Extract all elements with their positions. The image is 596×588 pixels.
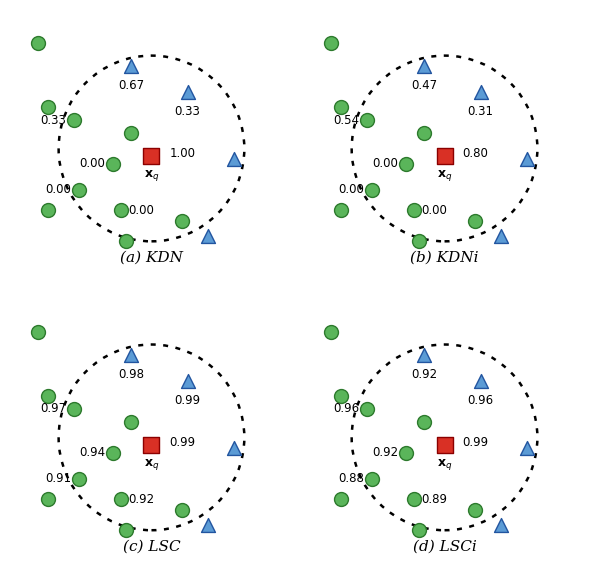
Text: 0.97: 0.97 — [40, 403, 66, 416]
Point — [326, 38, 336, 48]
Point — [522, 154, 532, 163]
Point — [229, 154, 239, 163]
Point — [126, 61, 136, 71]
Point — [496, 520, 506, 530]
Point — [126, 417, 136, 427]
Point — [419, 61, 429, 71]
Text: 0.94: 0.94 — [79, 446, 105, 459]
Point — [496, 232, 506, 241]
Point — [74, 474, 84, 483]
Text: 0.33: 0.33 — [41, 113, 66, 126]
Point — [147, 152, 156, 161]
Text: (a) KDN: (a) KDN — [120, 250, 183, 265]
Point — [229, 443, 239, 452]
Text: 0.33: 0.33 — [175, 105, 200, 118]
Text: (c) LSC: (c) LSC — [123, 539, 180, 553]
Text: 0.47: 0.47 — [411, 79, 437, 92]
Point — [471, 505, 480, 514]
Point — [522, 443, 532, 452]
Point — [69, 405, 79, 414]
Point — [44, 392, 53, 401]
Point — [401, 159, 411, 169]
Point — [368, 185, 377, 195]
Text: 0.89: 0.89 — [421, 493, 448, 506]
Point — [362, 115, 372, 125]
Point — [147, 440, 156, 450]
Point — [69, 115, 79, 125]
Point — [126, 350, 136, 359]
Text: 0.92: 0.92 — [128, 493, 154, 506]
Text: 0.00: 0.00 — [372, 158, 398, 171]
Point — [44, 102, 53, 112]
Text: 0.96: 0.96 — [333, 403, 359, 416]
Text: 0.99: 0.99 — [175, 393, 201, 406]
Point — [178, 505, 187, 514]
Text: 1.00: 1.00 — [169, 147, 195, 160]
Point — [368, 474, 377, 483]
Text: $\mathbf{x}_q$: $\mathbf{x}_q$ — [144, 168, 159, 183]
Point — [440, 440, 449, 450]
Point — [33, 38, 43, 48]
Point — [414, 526, 424, 535]
Point — [108, 159, 117, 169]
Point — [183, 87, 193, 96]
Point — [126, 128, 136, 138]
Text: 0.00: 0.00 — [79, 158, 105, 171]
Point — [121, 526, 131, 535]
Text: 0.96: 0.96 — [468, 393, 493, 406]
Point — [337, 392, 346, 401]
Point — [419, 350, 429, 359]
Point — [409, 206, 418, 215]
Point — [471, 216, 480, 225]
Text: 0.98: 0.98 — [118, 368, 144, 380]
Text: 0.00: 0.00 — [46, 183, 72, 196]
Text: (d) LSCi: (d) LSCi — [412, 539, 476, 553]
Point — [178, 216, 187, 225]
Point — [414, 236, 424, 246]
Text: 0.99: 0.99 — [169, 436, 195, 449]
Point — [183, 376, 193, 385]
Point — [116, 206, 125, 215]
Point — [33, 327, 43, 336]
Text: 0.99: 0.99 — [462, 436, 489, 449]
Text: (b) KDNi: (b) KDNi — [410, 250, 479, 265]
Text: $\mathbf{x}_q$: $\mathbf{x}_q$ — [437, 168, 452, 183]
Text: 0.92: 0.92 — [372, 446, 398, 459]
Point — [419, 128, 429, 138]
Point — [440, 152, 449, 161]
Point — [108, 448, 117, 457]
Point — [409, 495, 418, 504]
Point — [121, 236, 131, 246]
Point — [476, 87, 485, 96]
Point — [337, 495, 346, 504]
Text: 0.92: 0.92 — [411, 368, 437, 380]
Point — [44, 495, 53, 504]
Text: $\mathbf{x}_q$: $\mathbf{x}_q$ — [437, 457, 452, 472]
Point — [337, 206, 346, 215]
Point — [337, 102, 346, 112]
Text: 0.91: 0.91 — [45, 472, 72, 485]
Point — [203, 232, 213, 241]
Point — [326, 327, 336, 336]
Text: 0.80: 0.80 — [462, 147, 489, 160]
Point — [401, 448, 411, 457]
Point — [203, 520, 213, 530]
Point — [362, 405, 372, 414]
Point — [116, 495, 125, 504]
Text: 0.88: 0.88 — [339, 472, 365, 485]
Point — [74, 185, 84, 195]
Point — [419, 417, 429, 427]
Text: 0.54: 0.54 — [333, 113, 359, 126]
Text: 0.67: 0.67 — [118, 79, 144, 92]
Point — [476, 376, 485, 385]
Text: 0.31: 0.31 — [468, 105, 493, 118]
Text: $\mathbf{x}_q$: $\mathbf{x}_q$ — [144, 457, 159, 472]
Text: 0.00: 0.00 — [128, 204, 154, 217]
Text: 0.00: 0.00 — [339, 183, 365, 196]
Text: 0.00: 0.00 — [421, 204, 447, 217]
Point — [44, 206, 53, 215]
